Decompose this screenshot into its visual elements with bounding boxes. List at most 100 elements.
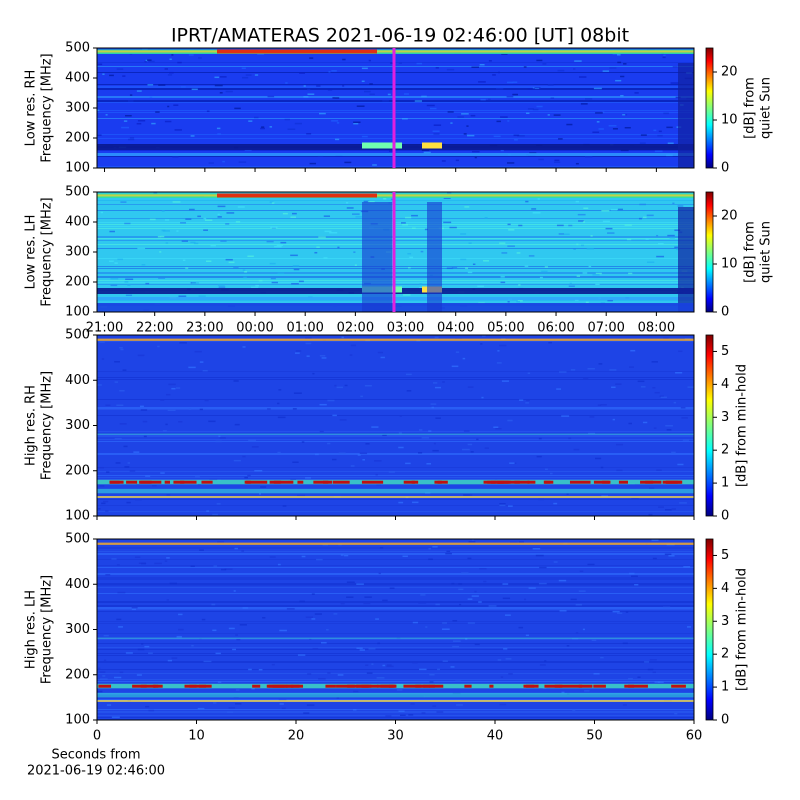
spectrum-texture bbox=[97, 573, 694, 575]
spectrum-texture bbox=[97, 699, 694, 701]
spectrum-texture bbox=[518, 626, 524, 629]
spectrum-texture bbox=[436, 711, 444, 713]
spectrum-texture bbox=[544, 266, 548, 268]
spectrum-texture bbox=[243, 276, 247, 279]
spectrum-texture bbox=[169, 71, 174, 74]
spectrum-texture bbox=[233, 590, 236, 592]
spectrum-texture bbox=[217, 284, 225, 286]
spectrum-texture bbox=[125, 114, 132, 117]
spectrum-texture bbox=[143, 435, 147, 438]
spectrum-texture bbox=[349, 354, 353, 356]
spectrum-texture bbox=[97, 282, 694, 283]
spectrum-texture bbox=[292, 408, 297, 410]
spectrum-texture bbox=[297, 494, 306, 497]
spectrum-texture bbox=[97, 607, 694, 609]
spectrum-texture bbox=[671, 508, 676, 510]
spectrum-texture bbox=[500, 281, 506, 284]
colorbar-tick-label: 20 bbox=[721, 65, 738, 80]
spectrum-texture bbox=[217, 193, 377, 198]
chart-title: IPRT/AMATERAS 2021-06-19 02:46:00 [UT] 0… bbox=[171, 25, 629, 47]
spectrum-texture bbox=[500, 149, 504, 152]
colorbar-tick-label: 3 bbox=[721, 614, 729, 629]
spectrum-texture bbox=[422, 142, 442, 149]
x-tick-label: 06:00 bbox=[537, 321, 574, 336]
spectrum-texture bbox=[307, 93, 315, 95]
spectrum-texture bbox=[414, 100, 423, 102]
spectrum-texture bbox=[344, 554, 349, 557]
spectrum-texture bbox=[216, 127, 221, 130]
spectrum-texture bbox=[284, 118, 290, 121]
spectrum-texture bbox=[335, 138, 340, 141]
spectrum-texture bbox=[137, 247, 146, 250]
spectrum-texture bbox=[160, 472, 165, 474]
spectrum-texture bbox=[215, 652, 221, 655]
spectrum-texture bbox=[212, 513, 218, 516]
spectrum-texture bbox=[189, 208, 195, 211]
spectrum-texture bbox=[173, 480, 197, 484]
spectrum-texture bbox=[124, 466, 130, 468]
spectrum-texture bbox=[479, 567, 487, 570]
spectrum-texture bbox=[129, 136, 135, 139]
spectrum-texture bbox=[97, 431, 694, 432]
spectrum-texture bbox=[311, 618, 316, 620]
spectrum-texture bbox=[359, 452, 368, 455]
spectrum-texture bbox=[232, 648, 237, 651]
spectrum-texture bbox=[99, 341, 105, 343]
spectrum-texture bbox=[97, 200, 694, 201]
spectrum-texture bbox=[596, 121, 600, 123]
spectrum-texture bbox=[145, 59, 148, 62]
spectrum-texture bbox=[602, 70, 610, 72]
x-tick-label: 0 bbox=[93, 729, 101, 744]
spectrum-texture bbox=[514, 480, 530, 484]
spectrum-texture bbox=[153, 192, 158, 194]
spectrum-texture bbox=[167, 74, 173, 76]
spectrum-texture bbox=[654, 681, 661, 683]
spectrum-texture bbox=[416, 62, 422, 65]
spectrum-texture bbox=[341, 336, 344, 339]
spectrum-texture bbox=[383, 197, 387, 200]
spectrum-texture bbox=[314, 613, 322, 615]
spectrum-texture bbox=[140, 684, 156, 688]
spectrum-texture bbox=[652, 671, 656, 674]
spectrum-texture bbox=[270, 277, 276, 280]
spectrum-texture bbox=[97, 609, 694, 610]
x-tick-label: 60 bbox=[686, 729, 703, 744]
spectrum-texture bbox=[517, 135, 525, 137]
spectrum-texture bbox=[270, 226, 278, 228]
spectrum-texture bbox=[527, 88, 535, 90]
spectrum-texture bbox=[523, 598, 527, 601]
spectrum-texture bbox=[352, 709, 357, 711]
spectrum-texture bbox=[576, 243, 579, 246]
spectrogram bbox=[97, 539, 694, 720]
spectrum-texture bbox=[194, 350, 202, 353]
spectrum-texture bbox=[173, 104, 179, 106]
spectrum-texture bbox=[426, 463, 432, 465]
spectrum-texture bbox=[519, 399, 524, 401]
spectrum-texture bbox=[505, 658, 512, 660]
spectrum-texture bbox=[97, 138, 694, 139]
spectrum-texture bbox=[313, 480, 332, 484]
spectrum-texture bbox=[452, 645, 460, 648]
spectrum-texture bbox=[119, 390, 125, 392]
spectrum-texture bbox=[662, 56, 666, 59]
spectrum-texture bbox=[374, 460, 382, 462]
spectrum-texture bbox=[665, 425, 673, 427]
spectrum-texture bbox=[97, 63, 103, 66]
spectrum-texture bbox=[193, 242, 199, 245]
x-axis-label: 2021-06-19 02:46:00 bbox=[27, 764, 165, 779]
spectrum-texture bbox=[97, 542, 694, 545]
spectrum-texture bbox=[327, 672, 331, 674]
spectrum-texture bbox=[97, 583, 694, 585]
spectrum-texture bbox=[321, 357, 327, 359]
spectrum-texture bbox=[638, 217, 642, 220]
spectrum-texture bbox=[97, 228, 694, 229]
spectrum-texture bbox=[323, 215, 331, 217]
spectrum-texture bbox=[97, 505, 694, 506]
spectrum-texture bbox=[666, 126, 673, 129]
spectrum-texture bbox=[204, 399, 209, 402]
spectrum-texture bbox=[241, 550, 245, 552]
colorbar-tick-label: 10 bbox=[721, 257, 738, 272]
colorbar-label: quiet Sun bbox=[759, 221, 774, 283]
y-axis-label: Low res. RH bbox=[24, 70, 39, 147]
spectrum-texture bbox=[165, 242, 169, 244]
